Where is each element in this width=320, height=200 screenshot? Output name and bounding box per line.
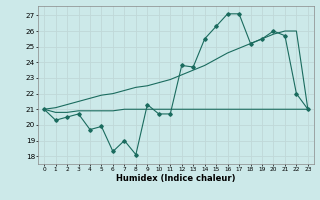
X-axis label: Humidex (Indice chaleur): Humidex (Indice chaleur) xyxy=(116,174,236,183)
